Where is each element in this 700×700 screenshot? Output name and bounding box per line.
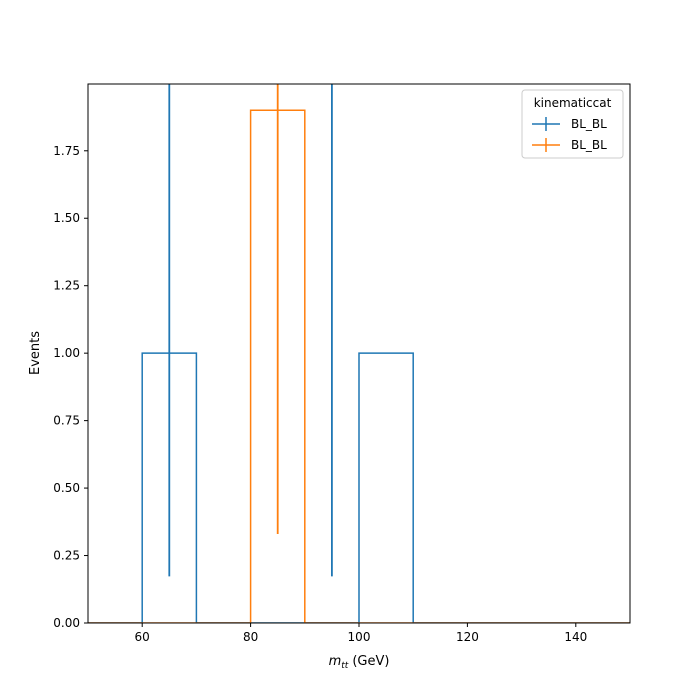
y-tick-label: 1.00 xyxy=(53,346,80,360)
y-tick-label: 0.50 xyxy=(53,481,80,495)
y-tick-label: 0.75 xyxy=(53,414,80,428)
x-tick-label: 120 xyxy=(456,630,479,644)
x-axis-label: mtt (GeV) xyxy=(329,654,390,671)
y-tick-label: 0.25 xyxy=(53,549,80,563)
x-tick-label: 100 xyxy=(348,630,371,644)
x-axis-label-subscript: tt xyxy=(341,661,349,671)
y-tick-label: 1.75 xyxy=(53,144,80,158)
y-axis: 0.00 0.25 0.50 0.75 1.00 1.25 1.50 1.75 xyxy=(53,144,88,630)
x-tick-label: 80 xyxy=(243,630,258,644)
x-tick-label: 140 xyxy=(564,630,587,644)
x-axis-label-symbol: m xyxy=(329,654,342,669)
legend-title: kinematiccat xyxy=(534,96,612,110)
y-tick-label: 0.00 xyxy=(53,616,80,630)
legend-entry-1-label: BL_BL xyxy=(571,117,607,131)
x-axis-label-unit: (GeV) xyxy=(352,654,389,669)
legend-entry-2-label: BL_BL xyxy=(571,138,607,152)
y-axis-label: Events xyxy=(28,331,43,375)
legend: kinematiccat BL_BL BL_BL xyxy=(521,89,624,159)
legend-box xyxy=(521,89,624,159)
y-tick-label: 1.50 xyxy=(53,211,80,225)
series-layer xyxy=(88,84,630,623)
series-1-histogram-step xyxy=(88,352,630,623)
x-axis: 60 80 100 120 140 xyxy=(135,623,587,644)
x-tick-label: 60 xyxy=(135,630,150,644)
y-tick-label: 1.25 xyxy=(53,279,80,293)
